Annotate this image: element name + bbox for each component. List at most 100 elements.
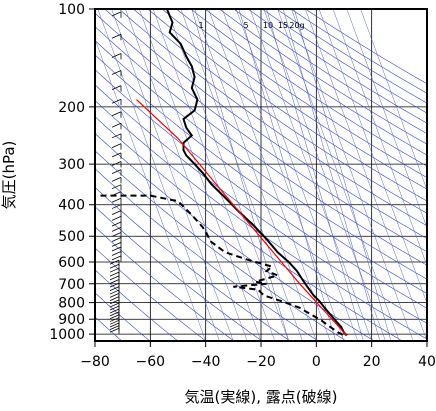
x-tick-label: −60 [136,354,166,370]
mixing-ratio-label: 20g [289,21,304,30]
wind-barb [111,197,122,203]
dry-adiabat-line [118,9,427,227]
moist-adiabat-line [222,9,345,341]
mixing-ratio-line [191,9,289,341]
y-tick-label: 500 [58,229,85,245]
wind-barb [109,322,120,328]
wind-barb [109,259,120,265]
dry-adiabat-line [95,316,122,341]
moist-adiabat-line [139,9,262,341]
moist-adiabat-line [332,9,427,267]
moist-adiabat-line [152,9,276,341]
moist-adiabat-line [346,9,427,229]
wind-barb [111,122,122,128]
x-tick-label: 20 [363,354,381,370]
x-tick-label: −40 [191,354,221,370]
wind-barb [111,184,122,190]
wind-barb [111,255,122,261]
wind-barb [109,282,120,288]
dry-adiabat-line [276,9,427,104]
moist-adiabat-line [277,9,400,341]
parcel-line [136,99,348,336]
mixing-ratio-label: 1 [198,21,203,30]
wind-barb [111,111,122,117]
dry-adiabat-line [262,9,427,114]
wind-barb [111,169,122,175]
dry-adiabat-line [95,40,427,280]
x-tick-label: −20 [246,354,276,370]
moist-adiabat-line [111,9,234,341]
wind-barb [109,302,120,308]
wind-barb [111,216,122,221]
dry-adiabat-line [104,9,427,239]
dry-adiabat-line [95,84,427,324]
wind-barb [109,267,120,273]
dry-adiabat-line [233,9,427,134]
wind-barb [109,275,120,281]
mixing-ratio-line [238,9,336,341]
dry-adiabat-line [95,206,263,341]
moist-adiabat-line [125,9,248,341]
wind-barb [111,33,122,39]
wind-barb [109,299,120,305]
dewpoint-line [100,194,345,337]
wind-barb [111,70,122,75]
dry-adiabat-line [95,26,427,266]
dry-adiabat-line [190,9,427,167]
wind-barb [109,279,120,284]
dry-adiabat-line [95,12,427,253]
sounding-lines [100,9,348,337]
y-tick-label: 400 [58,198,85,214]
x-axis-ticks: −80 −60 −40 −20 0 20 40 [80,341,436,370]
moist-adiabat-line [318,9,427,304]
wind-barb [111,246,122,252]
mixing-ratio-labels: 1 5 10 15 20g [198,21,304,30]
wind-barb [111,226,122,232]
y-tick-label: 900 [58,312,85,328]
mixing-ratio-label: 5 [243,21,248,30]
moist-adiabat-line [249,9,372,341]
wind-barb [111,85,122,90]
wind-barb [111,221,122,227]
wind-barb [111,177,122,182]
wind-barb [109,293,120,298]
wind-barb [109,308,120,314]
wind-barb [109,289,120,295]
moist-adiabat-line [95,38,206,341]
wind-barb [109,305,120,311]
wind-barb [109,311,120,317]
wind-barb [111,98,122,104]
wind-barb [111,161,122,166]
moist-adiabat-line [291,9,414,341]
x-axis-title: 気温(実線), 露点(破線) [185,388,338,406]
wind-barb [111,143,122,149]
moist-adiabat-line [97,9,220,341]
mixing-ratio-line [293,9,392,341]
wind-barb [109,296,120,302]
wind-barb [111,251,122,256]
y-tick-label: 600 [58,255,85,271]
dry-adiabat-line [147,9,427,202]
moist-adiabat-line [208,9,331,341]
dry-adiabat-line [95,269,178,341]
x-tick-label: −80 [80,354,110,370]
wind-barb [111,241,122,247]
wind-barb [111,53,122,58]
dry-adiabat-line [219,9,427,145]
wind-barbs [109,11,122,335]
mixing-ratio-line [266,9,364,341]
wind-barb [111,11,122,17]
y-tick-label: 700 [58,277,85,293]
dry-adiabat-line [95,133,375,341]
wind-barb [109,319,120,325]
y-axis-title: 気圧(hPa) [0,141,18,210]
dry-adiabat-line [95,247,207,341]
moist-adiabat-line [235,9,359,341]
wind-barb [111,237,122,242]
y-tick-label: 1000 [49,327,85,343]
dry-adiabat-line [95,69,427,309]
dry-adiabat-line [95,292,150,341]
x-tick-label: 0 [312,354,321,370]
